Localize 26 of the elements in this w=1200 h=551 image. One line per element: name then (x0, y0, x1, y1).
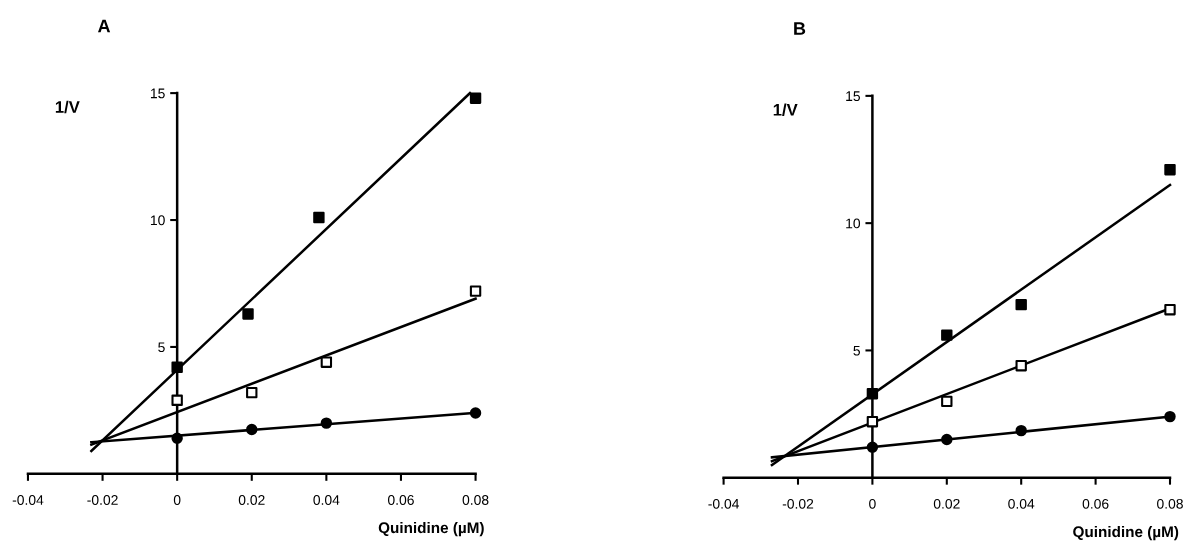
x-tick-label: -0.02 (782, 498, 814, 509)
x-tick-label: 0.06 (387, 495, 414, 505)
x-tick-label: -0.04 (708, 498, 740, 509)
x-tick-label: 0 (173, 495, 181, 505)
x-tick-label: -0.02 (87, 495, 118, 505)
x-tick-label: -0.04 (12, 495, 44, 505)
y-axis-title: 1/V (773, 103, 798, 116)
x-tick-label: 0.02 (238, 495, 265, 505)
y-tick-label: 10 (846, 218, 861, 229)
x-axis-title: Quinidine (µM) (1073, 525, 1179, 541)
x-tick-label: 0.04 (1008, 498, 1035, 509)
x-axis-title: Quinidine (µM) (378, 521, 484, 537)
y-axis-title: 1/V (55, 100, 80, 114)
x-tick-label: 0.08 (1157, 498, 1183, 509)
chart-title: B (794, 22, 806, 35)
x-tick-label: 0.04 (313, 495, 340, 505)
x-tick-label: 0 (869, 498, 876, 509)
y-tick-label: 15 (150, 88, 165, 99)
x-tick-label: 0.06 (1082, 498, 1109, 509)
y-tick-label: 15 (846, 91, 861, 102)
chart-title: A (97, 19, 111, 33)
y-tick-label: 10 (150, 215, 165, 226)
y-tick-label: 5 (158, 342, 165, 353)
x-tick-label: 0.02 (933, 498, 960, 509)
y-tick-label: 5 (853, 345, 861, 356)
x-tick-label: 0.08 (462, 495, 489, 505)
